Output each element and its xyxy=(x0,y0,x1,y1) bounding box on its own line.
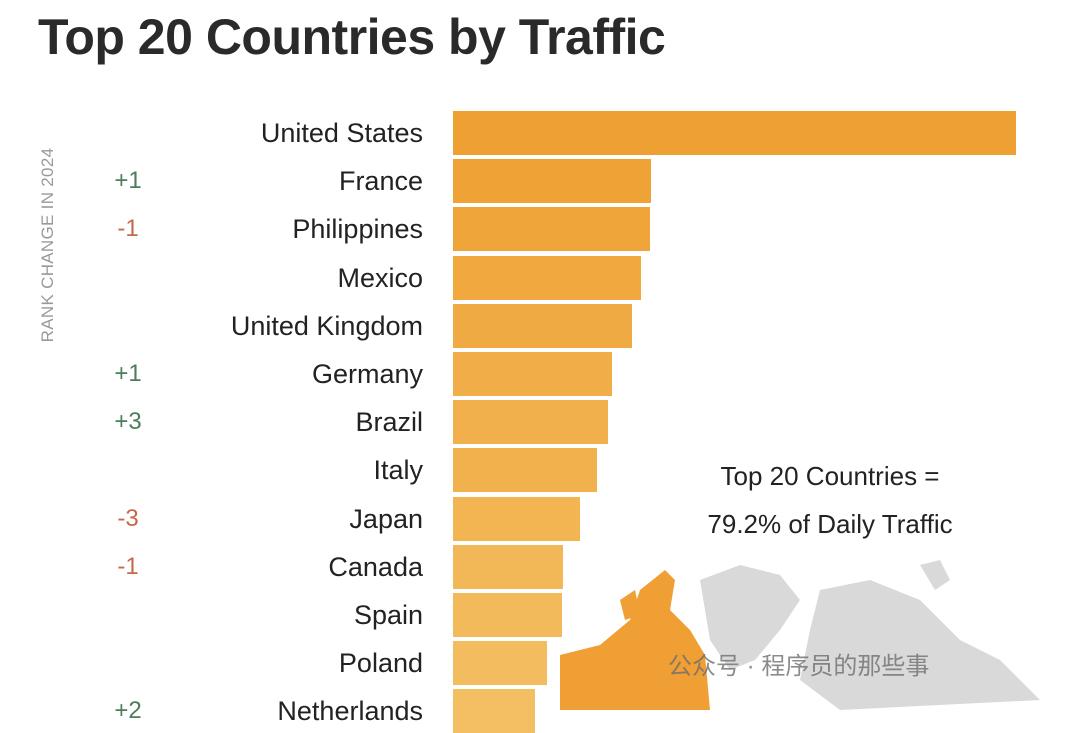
watermark: 公众号 · 程序员的那些事 xyxy=(668,653,930,680)
bar-united-kingdom xyxy=(453,303,633,348)
category-label: France xyxy=(338,166,423,197)
chart-title: Top 20 Countries by Traffic xyxy=(38,9,666,65)
category-label: United States xyxy=(260,118,423,148)
rank-change-label xyxy=(98,641,158,685)
bar-japan xyxy=(453,496,581,541)
map-land-gray xyxy=(700,560,1040,710)
rank-change-label: +1 xyxy=(114,360,142,387)
annotation-line-1: Top 20 Countries = xyxy=(720,461,940,491)
bar-united-states xyxy=(453,111,1016,155)
category-label: Netherlands xyxy=(277,696,423,727)
category-label: Japan xyxy=(349,503,423,534)
rank-change-label: +3 xyxy=(114,408,142,436)
bar-france xyxy=(453,159,652,204)
bar-poland xyxy=(453,641,548,686)
category-label: Germany xyxy=(311,359,423,389)
category-label: Mexico xyxy=(337,262,423,293)
bar-spain xyxy=(453,593,563,637)
category-label: Poland xyxy=(338,648,423,679)
rank-change-label: -1 xyxy=(117,215,139,243)
annotation-line-2: 79.2% of Daily Traffic xyxy=(707,509,953,539)
rank-change-label: -3 xyxy=(117,504,139,532)
bar-canada xyxy=(453,544,563,589)
annotation: Top 20 Countries = 79.2% of Daily Traffi… xyxy=(660,452,1000,548)
rank-change-label: +1 xyxy=(114,167,142,195)
bar-mexico xyxy=(453,255,642,300)
category-label: Canada xyxy=(328,551,423,582)
rank-change-label xyxy=(98,593,158,637)
rank-change-label xyxy=(98,111,158,155)
category-label: Philippines xyxy=(292,214,423,245)
category-label: Spain xyxy=(353,600,423,630)
rank-change-label xyxy=(98,304,158,348)
bar-brazil xyxy=(453,400,608,445)
rank-change-label: -1 xyxy=(117,552,139,580)
world-map-illustration xyxy=(560,560,1040,710)
map-land-orange xyxy=(560,570,710,710)
rank-change-label xyxy=(98,448,158,492)
bar-netherlands xyxy=(453,689,536,733)
rank-change-label: +2 xyxy=(114,697,142,725)
bar-philippines xyxy=(453,207,651,252)
bar-italy xyxy=(453,448,598,493)
rank-change-label xyxy=(98,256,158,300)
bar-germany xyxy=(453,352,612,396)
category-label: Brazil xyxy=(355,407,423,438)
category-label: United Kingdom xyxy=(230,310,423,341)
category-label: Italy xyxy=(373,455,423,486)
